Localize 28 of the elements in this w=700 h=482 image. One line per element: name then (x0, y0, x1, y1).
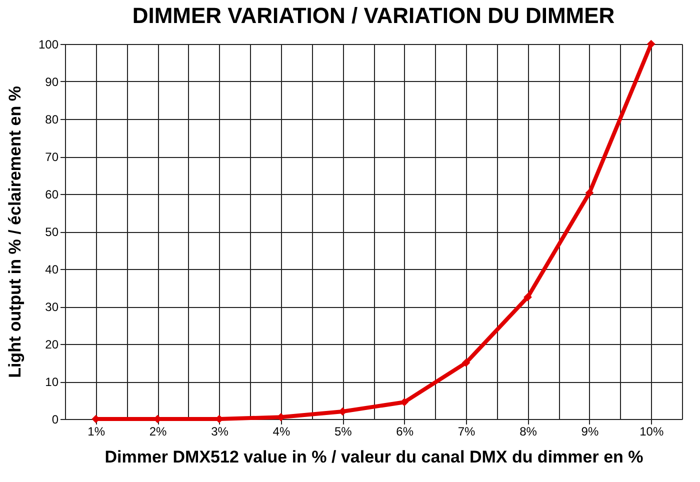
y-tick-label: 40 (45, 262, 59, 276)
x-tick-label: 2% (149, 424, 168, 438)
point (524, 292, 532, 302)
x-tick-label: 7% (458, 424, 476, 438)
y-tick-label: 100 (38, 38, 59, 52)
y-tick-label: 70 (45, 150, 59, 164)
point (585, 188, 594, 198)
y-tick-label: 20 (45, 338, 59, 352)
y-tick-label: 10 (45, 375, 59, 389)
y-tick-label: 50 (45, 225, 59, 239)
x-tick-label: 6% (396, 424, 414, 438)
y-tick-label: 90 (45, 75, 59, 89)
y-tick-label: 80 (45, 112, 59, 126)
point (646, 40, 656, 48)
y-tick-label: 60 (45, 188, 59, 202)
y-axis-title: Light output in % / éclairement en % (5, 86, 24, 378)
x-tick-label: 5% (334, 424, 352, 438)
x-tick-label: 10% (640, 424, 664, 438)
point (462, 358, 470, 367)
y-tick-label: 30 (45, 300, 59, 314)
x-tick-label: 8% (520, 424, 538, 438)
y-tick-label: 0 (52, 412, 59, 426)
x-axis-title: Dimmer DMX512 value in % / valeur du canal DMX du dimmer en % (104, 448, 644, 466)
x-tick-label: 4% (272, 424, 290, 438)
x-tick-label: 1% (88, 424, 106, 438)
x-tick-label: 9% (581, 424, 599, 438)
x-tick-label: 3% (211, 424, 229, 438)
chart-title: DIMMER VARIATION / VARIATION DU DIMMER (132, 3, 615, 28)
